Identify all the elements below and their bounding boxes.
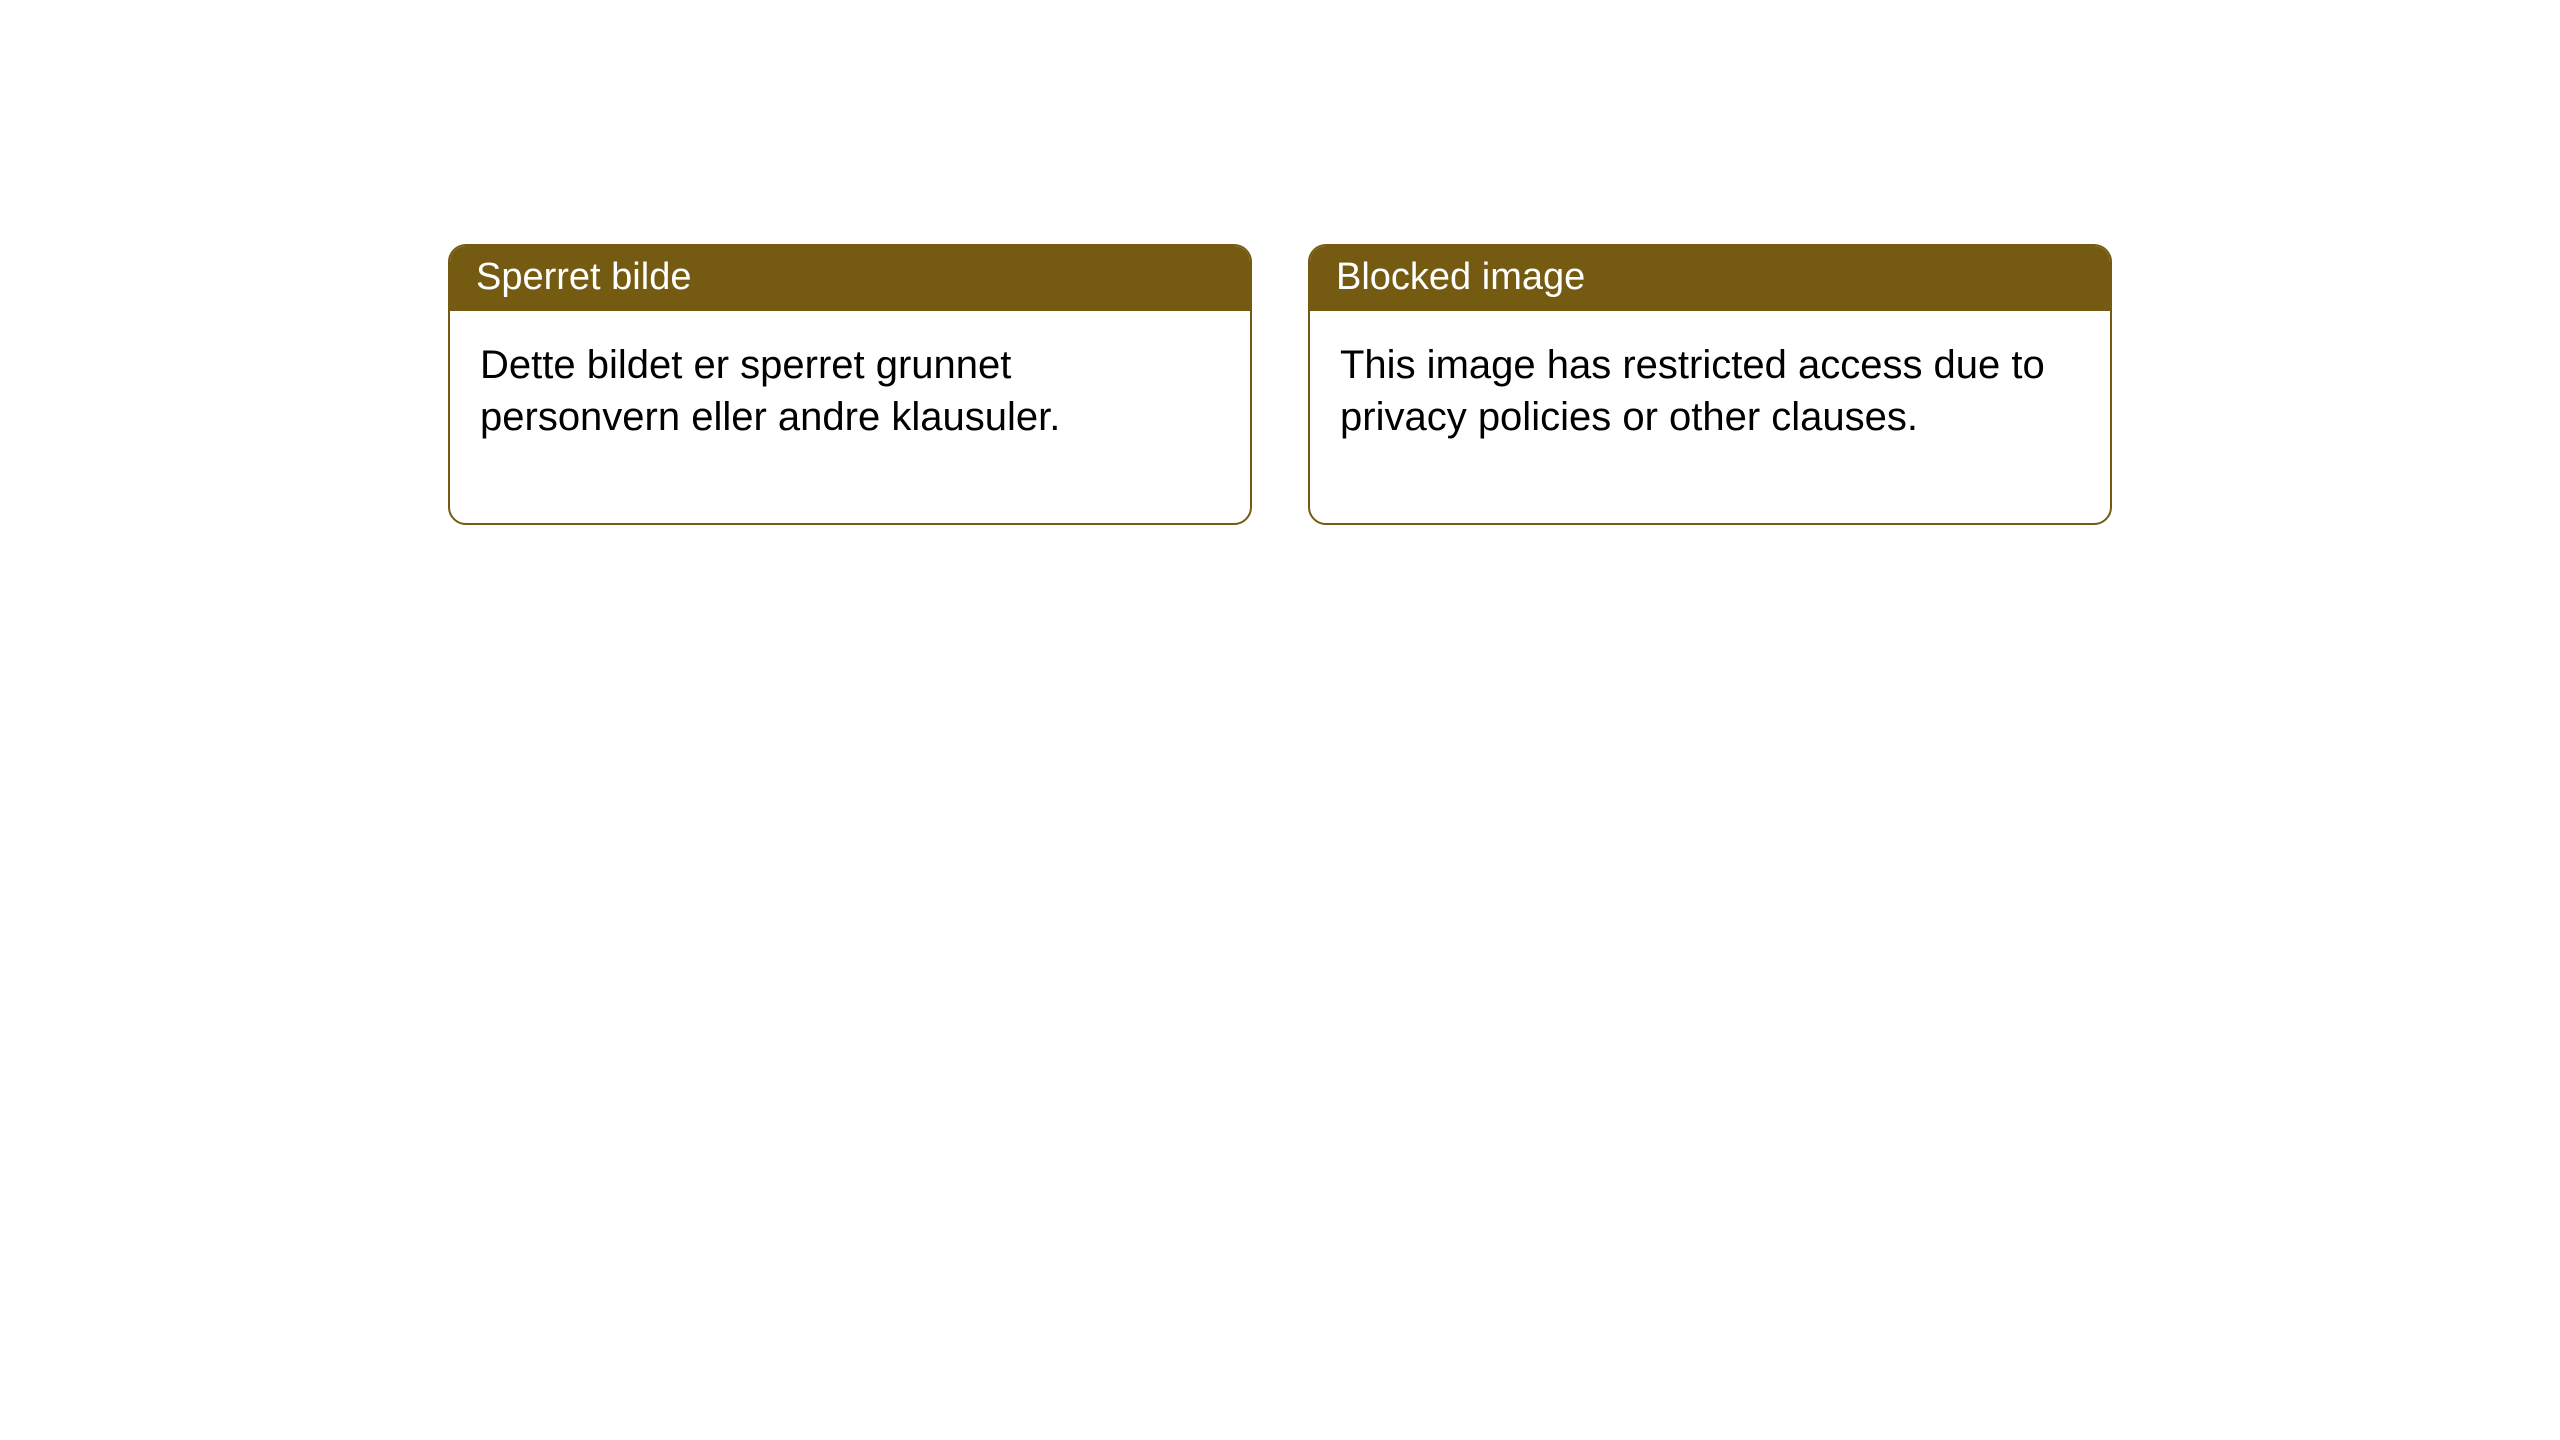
notice-body: This image has restricted access due to … [1310,311,2110,523]
notice-title: Sperret bilde [450,246,1250,311]
notice-card-no: Sperret bilde Dette bildet er sperret gr… [448,244,1252,525]
notice-container: Sperret bilde Dette bildet er sperret gr… [0,0,2560,525]
notice-title: Blocked image [1310,246,2110,311]
notice-card-en: Blocked image This image has restricted … [1308,244,2112,525]
notice-body: Dette bildet er sperret grunnet personve… [450,311,1250,523]
